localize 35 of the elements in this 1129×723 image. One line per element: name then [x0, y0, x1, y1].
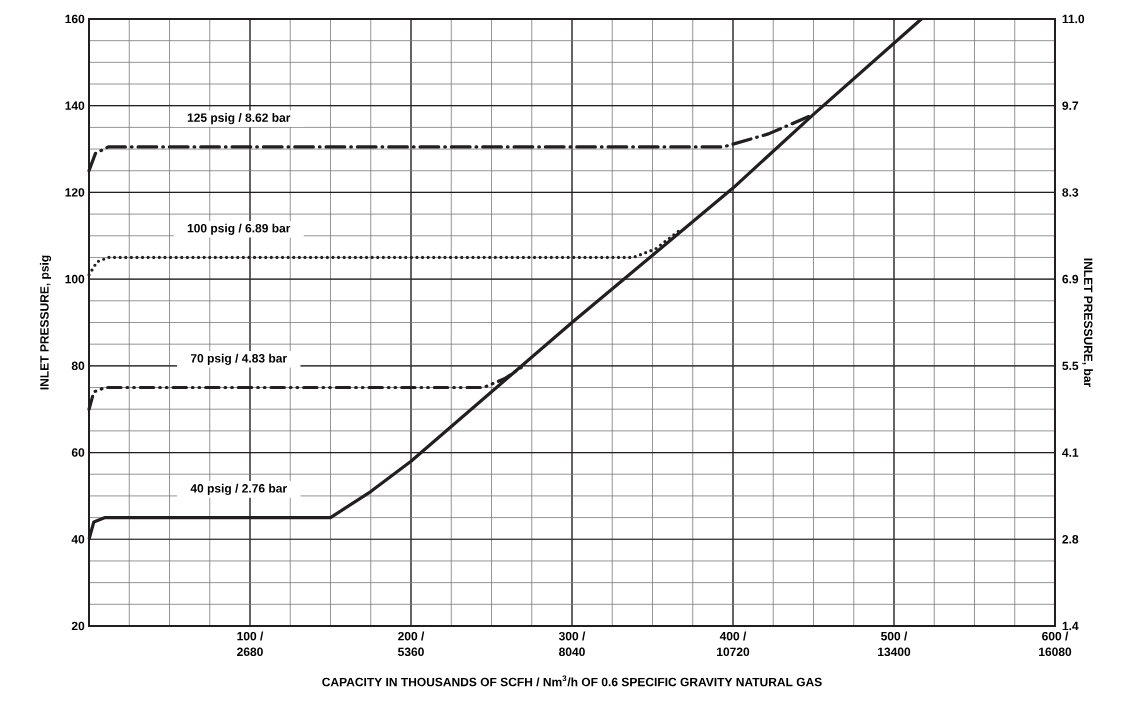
y2-tick-label: 11.0 — [1062, 14, 1085, 24]
y-tick-label: 40 — [71, 535, 85, 544]
y-tick-label: 60 — [71, 448, 85, 457]
y2-tick-label: 5.5 — [1062, 361, 1079, 371]
y2-tick-label: 1.4 — [1062, 621, 1079, 631]
x2-tick-label: 5360 — [398, 647, 424, 657]
y2-tick-label: 6.9 — [1062, 274, 1079, 284]
y-tick-label: 160 — [65, 14, 85, 24]
y2-tick-label: 9.7 — [1062, 101, 1079, 110]
series-label: 70 psig / 4.83 bar — [190, 353, 287, 365]
y-tick-label: 20 — [71, 621, 85, 631]
y2-axis-title: INLET PRESSURE, bar — [1082, 258, 1093, 387]
series-label: 40 psig / 2.76 bar — [190, 483, 287, 496]
y2-tick-label: 8.3 — [1062, 188, 1079, 197]
x2-tick-label: 2680 — [237, 647, 263, 657]
y-tick-label: 120 — [65, 188, 85, 197]
y-tick-label: 140 — [65, 101, 85, 110]
x-tick-label: 600 / — [1042, 631, 1069, 641]
x-axis-title: CAPACITY IN THOUSANDS OF SCFH / Nm$^{3}$/h OF 0.6 SPECIFIC GRAVITY NATURAL GAS — [322, 675, 822, 687]
x2-tick-label: 10720 — [717, 647, 750, 657]
x-tick-label: 200 / — [398, 631, 425, 641]
x-tick-label: 300 / — [558, 631, 586, 641]
y2-tick-label: 2.8 — [1062, 535, 1079, 544]
x2-tick-label: 16080 — [1039, 647, 1072, 657]
x2-tick-label: 8040 — [559, 647, 585, 657]
series-label: 125 psig / 8.62 bar — [187, 113, 291, 125]
x2-tick-label: 13400 — [878, 647, 911, 657]
series-label: 100 psig / 6.89 bar — [187, 223, 291, 235]
y2-tick-label: 4.1 — [1062, 448, 1079, 457]
y-tick-label: 80 — [71, 361, 85, 371]
y-axis-title: INLET PRESSURE, psig — [39, 255, 52, 390]
x-tick-label: 500 / — [881, 631, 908, 641]
x-tick-label: 400 / — [719, 631, 747, 641]
x-tick-label: 100 / — [237, 631, 264, 641]
y-tick-label: 100 — [65, 274, 85, 284]
